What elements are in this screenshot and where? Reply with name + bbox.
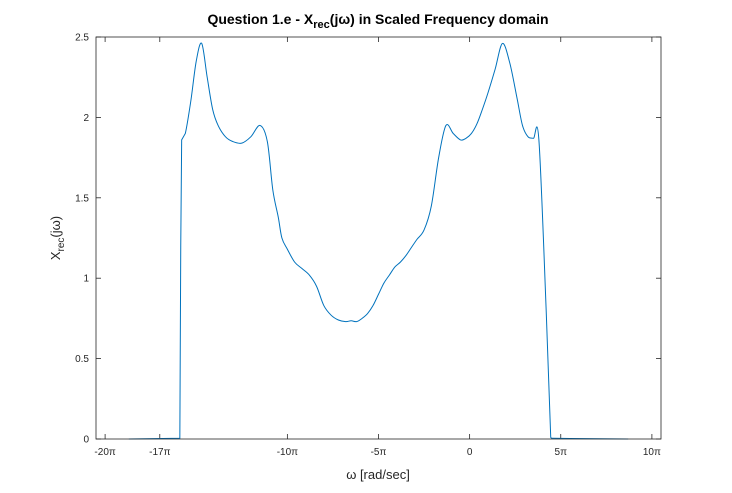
y-tick-label: 1 bbox=[83, 274, 89, 285]
x-axis-ticks: -20π -17π -10π -5π 0 5π 10π bbox=[94, 37, 661, 458]
x-tick-label: -5π bbox=[371, 447, 387, 458]
y-tick-label: 2.5 bbox=[75, 33, 89, 44]
y-axis-ticks: 0 0.5 1 1.5 2 2.5 bbox=[75, 33, 661, 446]
y-tick-label: 2 bbox=[83, 113, 89, 124]
series-line bbox=[128, 42, 629, 440]
x-tick-label: -20π bbox=[94, 447, 115, 458]
x-tick-label: -17π bbox=[149, 447, 170, 458]
x-axis-label: ω [rad/sec] bbox=[346, 467, 410, 482]
x-tick-label: 10π bbox=[643, 447, 661, 458]
y-tick-label: 0.5 bbox=[75, 354, 89, 365]
y-axis-label: Xrec(jω) bbox=[48, 216, 67, 260]
y-axis-label-subscript: rec bbox=[56, 238, 67, 252]
y-tick-label: 0 bbox=[83, 435, 89, 446]
x-tick-label: -10π bbox=[277, 447, 298, 458]
chart-title-subscript: rec bbox=[313, 19, 330, 31]
plot-frame bbox=[95, 36, 662, 440]
chart-title: Question 1.e - Xrec(jω) in Scaled Freque… bbox=[207, 11, 548, 31]
y-tick-label: 1.5 bbox=[75, 193, 89, 204]
x-tick-label: 5π bbox=[555, 447, 568, 458]
x-tick-label: 0 bbox=[467, 447, 473, 458]
